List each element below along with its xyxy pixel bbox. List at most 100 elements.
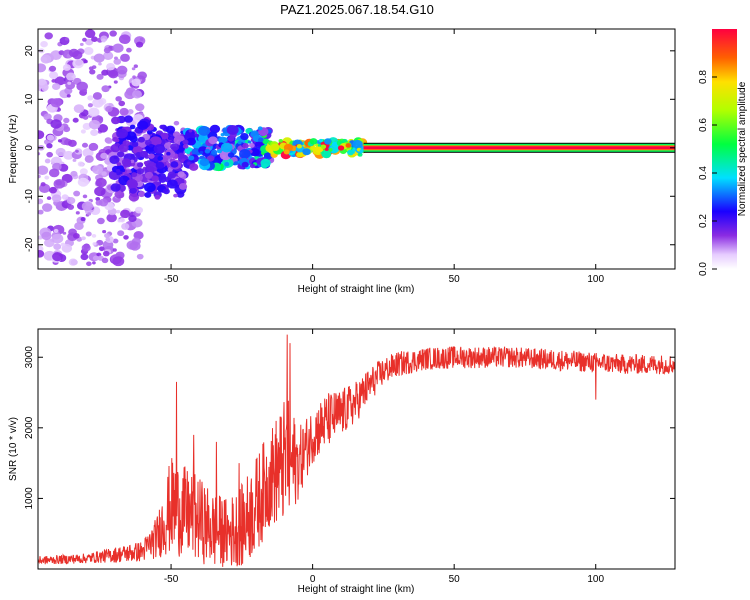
spectrogram-cell xyxy=(41,86,48,92)
spectrogram-cell xyxy=(134,206,144,214)
spectrogram-cell xyxy=(66,197,76,205)
spectrogram-cell xyxy=(48,71,59,80)
spectrogram-panel: -50 0 50 100 -20 -10 0 10 20 Height of straight… xyxy=(8,28,676,295)
spectrogram-cell xyxy=(44,175,50,180)
spectrogram-cell xyxy=(220,142,233,153)
spectrogram-cell xyxy=(110,183,121,192)
spectrogram-cell xyxy=(95,177,107,188)
spectrogram-cell xyxy=(242,143,249,149)
snr-x-label: Height of straight line (km) xyxy=(298,584,415,595)
spectrogram-cell xyxy=(50,98,62,108)
spectrogram-cell xyxy=(102,250,110,257)
spectrogram-cell xyxy=(194,133,200,138)
spectrogram-cell xyxy=(345,143,352,148)
spectrogram-cell xyxy=(123,235,129,240)
spectrogram-cell xyxy=(88,142,99,151)
spectrogram-cell xyxy=(86,261,92,267)
spectrogram-cell xyxy=(92,165,103,175)
spectrogram-cell xyxy=(151,175,159,182)
spectrogram-cell xyxy=(240,132,249,141)
spectrogram-cell xyxy=(132,90,143,99)
spectrogram-cell xyxy=(182,139,189,145)
spectrogram-cell xyxy=(112,43,124,53)
spectrogram-cell xyxy=(151,133,156,137)
spectrogram-cell xyxy=(137,71,147,80)
spectrogram-cell xyxy=(173,193,178,198)
spectrogram-cell xyxy=(352,139,363,149)
spectrogram-cell xyxy=(135,41,144,48)
spectrogram-cell xyxy=(72,117,79,123)
spectrogram-cell xyxy=(46,134,55,141)
y-tick-label: 1000 xyxy=(24,487,35,510)
spectrogram-cell xyxy=(262,138,270,145)
spectrogram-cell xyxy=(160,132,169,140)
spectrogram-cell xyxy=(63,150,74,160)
spectrogram-cell xyxy=(50,119,62,129)
spectrogram-cell xyxy=(53,228,59,233)
spectrogram-cell xyxy=(93,53,105,63)
spectrogram-cell xyxy=(62,64,71,71)
spectrogram-cell xyxy=(137,136,145,143)
spectrogram-cell xyxy=(226,124,239,135)
spectrogram-cell xyxy=(106,213,117,223)
spectrogram-cell xyxy=(129,241,141,251)
spectrogram-cell xyxy=(51,233,64,244)
colorbar-tick-label: 0.4 xyxy=(698,166,709,180)
spectrogram-cell xyxy=(209,124,221,134)
spectrogram-cell xyxy=(41,203,53,212)
colorbar-tick-label: 0.0 xyxy=(698,262,709,276)
spectrogram-cell xyxy=(188,155,195,161)
spectrogram-cell xyxy=(114,56,118,60)
spectrogram-cell xyxy=(89,69,96,75)
spectrogram-cell xyxy=(257,137,264,143)
spectrogram-cell xyxy=(101,257,109,264)
spectrogram-cell xyxy=(38,198,44,205)
spectrogram-cell xyxy=(121,158,132,167)
spectrogram-cell xyxy=(73,104,85,113)
spectrogram-cell xyxy=(76,81,88,92)
tone-line-core xyxy=(363,146,675,150)
spectrogram-cell xyxy=(62,80,67,85)
spectrogram-cell xyxy=(130,159,135,164)
spectrogram-cell xyxy=(133,64,138,68)
spectrogram-cell xyxy=(129,135,138,143)
spectrogram-cell xyxy=(167,171,177,179)
spectrogram-cell xyxy=(112,238,119,244)
colorbar-tick-label: 0.6 xyxy=(698,118,709,132)
spectrogram-cell xyxy=(199,150,204,154)
spectrogram-cell xyxy=(51,83,61,91)
spectrogram-cell xyxy=(38,130,45,140)
snr-y-ticks: 1000 2000 3000 xyxy=(24,346,675,510)
spectrogram-cell xyxy=(165,125,176,134)
spectrogram-cell xyxy=(131,67,136,71)
spectrogram-cell xyxy=(204,148,211,154)
spectrogram-cell xyxy=(61,194,69,200)
spectrogram-cell xyxy=(136,253,144,260)
spectrogram-cell xyxy=(224,161,230,167)
spectrogram-cell xyxy=(337,145,345,151)
spectrogram-frame xyxy=(37,28,676,270)
spectrogram-cell xyxy=(111,116,121,125)
spectrogram-cell xyxy=(182,143,189,149)
spectrogram-cell xyxy=(80,129,86,134)
snr-x-ticks: -50 0 50 100 xyxy=(164,329,605,585)
spectrogram-cell xyxy=(146,162,158,173)
spectrogram-cell xyxy=(283,143,294,152)
spectrogram-cell xyxy=(40,182,46,187)
spectrogram-cell xyxy=(82,194,88,199)
spectrogram-cell xyxy=(177,152,185,159)
spectrogram-cell xyxy=(101,38,106,43)
colorbar-ticks: 0.0 0.2 0.4 0.6 0.8 xyxy=(698,70,717,276)
snr-marks xyxy=(38,334,675,567)
spectrogram-cell xyxy=(48,186,57,194)
spectrogram-cell xyxy=(217,149,223,154)
figure-title: PAZ1.2025.067.18.54.G10 xyxy=(280,2,434,17)
spectrogram-cell xyxy=(347,149,355,156)
spectrogram-cell xyxy=(108,69,119,79)
spectrogram-cell xyxy=(137,120,149,130)
spectrogram-cell xyxy=(104,51,113,59)
spectrogram-cell xyxy=(73,190,81,197)
spectrogram-cell xyxy=(80,217,86,222)
spectrogram-cell xyxy=(302,148,311,156)
